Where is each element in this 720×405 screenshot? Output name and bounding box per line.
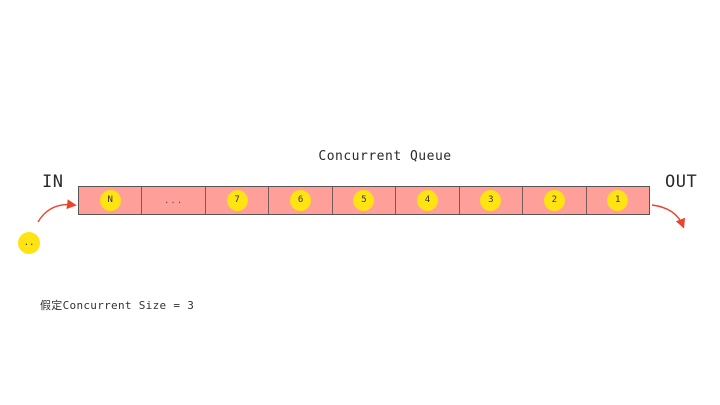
task-token: 4: [416, 190, 438, 211]
queue-cell: 7: [206, 187, 270, 214]
out-arrow: [651, 204, 686, 229]
queue-cell: 5: [333, 187, 397, 214]
queue-cell: 1: [587, 187, 649, 214]
in-label: IN: [42, 172, 64, 192]
queue-cell: N: [79, 187, 143, 214]
in-arrow: [37, 199, 77, 223]
task-token: N: [99, 190, 121, 211]
concurrency-note: 假定Concurrent Size = 3: [40, 299, 195, 312]
task-token: 7: [226, 190, 248, 211]
task-token: 3: [480, 190, 502, 211]
queue-cell: 4: [396, 187, 460, 214]
queue-cell: 6: [269, 187, 333, 214]
ellipsis-label: ...: [164, 195, 184, 206]
diagram-title: Concurrent Queue: [318, 149, 452, 164]
task-token: 2: [543, 190, 565, 211]
incoming-token: ..: [18, 232, 40, 254]
task-token: 1: [607, 190, 629, 211]
queue-bar: N... 7 6 5 4 3 2 1: [78, 186, 650, 215]
queue-cell: 3: [460, 187, 524, 214]
out-label: OUT: [665, 172, 698, 192]
queue-cell: ...: [142, 187, 206, 214]
task-token: 5: [353, 190, 375, 211]
task-token: 6: [290, 190, 312, 211]
queue-cell: 2: [523, 187, 587, 214]
